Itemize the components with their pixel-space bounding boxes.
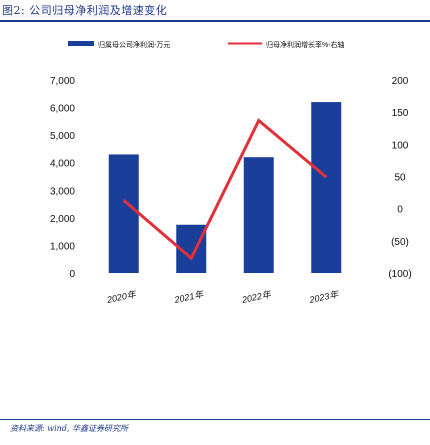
source-rule: [0, 419, 430, 420]
right-tick-label: 100: [392, 140, 409, 151]
x-tick-label: 2022年: [240, 289, 272, 305]
x-tick-label: 2021年: [173, 289, 205, 305]
bar-series: [108, 102, 342, 273]
left-tick-label: 5,000: [50, 131, 75, 142]
bar: [243, 157, 274, 273]
caption-rule: [0, 20, 430, 22]
right-tick-label: 50: [394, 173, 406, 184]
left-tick-label: 3,000: [50, 186, 75, 197]
legend-line-label: 归母净利润增长率%-右轴: [266, 40, 345, 49]
left-tick-label: 6,000: [50, 104, 75, 115]
right-tick-label: 150: [392, 108, 409, 119]
right-tick-label: (50): [391, 237, 409, 248]
chart-canvas: 归属母公司净利润-万元 归母净利润增长率%-右轴 0 1,000 2,000 3,000…: [50, 40, 412, 305]
left-axis: 0 1,000 2,000 3,000 4,000 5,000 6,000 7,000: [50, 76, 75, 280]
bar: [108, 154, 139, 273]
right-tick-label: (100): [388, 269, 411, 280]
left-tick-label: 4,000: [50, 159, 75, 170]
line-series: [122, 118, 328, 261]
legend-bar-swatch: [68, 41, 94, 46]
legend: 归属母公司净利润-万元 归母净利润增长率%-右轴: [68, 40, 345, 49]
left-tick-label: 2,000: [50, 214, 75, 225]
left-tick-label: 1,000: [50, 241, 75, 252]
legend-bar-label: 归属母公司净利润-万元: [98, 40, 170, 49]
left-tick-label: 7,000: [50, 76, 75, 87]
left-tick-label: 0: [69, 269, 75, 280]
x-tick-label: 2020年: [105, 289, 137, 305]
right-axis: (100) (50) 0 50 100 150 200: [388, 76, 411, 280]
right-tick-label: 200: [392, 76, 409, 87]
figure-caption: 图2: 公司归母净利润及增速变化: [2, 4, 168, 17]
source-note: 资料来源: wind, 华鑫证券研究所: [10, 424, 129, 433]
bar: [311, 102, 342, 273]
growth-line: [122, 118, 328, 261]
x-tick-label: 2023年: [308, 289, 340, 305]
x-axis-ticks: 2020年 2021年 2022年 2023年: [105, 289, 340, 305]
right-tick-label: 0: [397, 205, 403, 216]
